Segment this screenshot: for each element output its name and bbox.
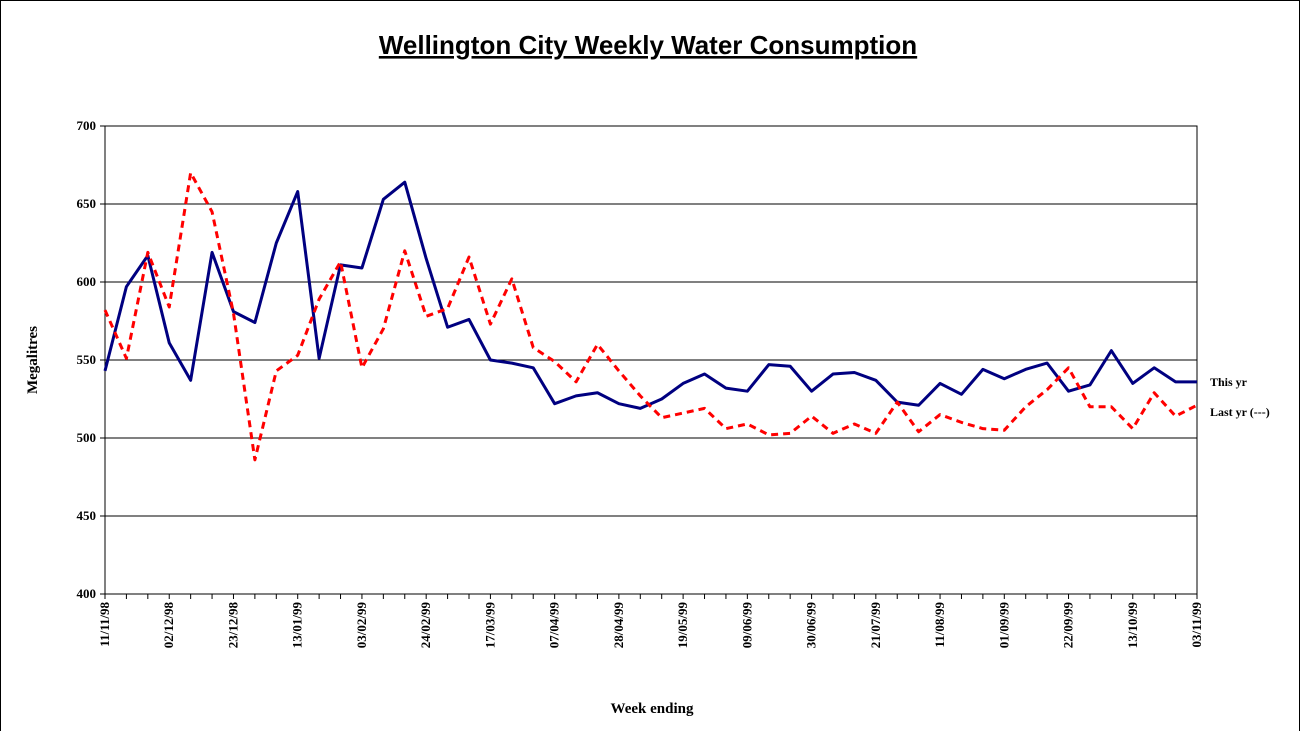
x-tick-label: 24/02/99 bbox=[418, 602, 433, 649]
x-tick-label: 23/12/98 bbox=[225, 602, 240, 649]
x-tick-label: 13/01/99 bbox=[290, 602, 305, 649]
series-line bbox=[103, 171, 1198, 462]
x-axis-label: Week ending bbox=[611, 701, 694, 717]
y-axis-label: Megalitres bbox=[25, 326, 41, 394]
y-tick-label: 600 bbox=[77, 274, 97, 289]
x-tick-label: 22/09/99 bbox=[1061, 602, 1076, 649]
x-tick-label: 30/06/99 bbox=[804, 602, 819, 649]
y-tick-label: 400 bbox=[77, 586, 97, 601]
x-tick-label: 07/04/99 bbox=[547, 602, 562, 649]
y-tick-label: 500 bbox=[77, 430, 97, 445]
x-tick-label: 13/10/99 bbox=[1125, 602, 1140, 649]
x-tick-label: 21/07/99 bbox=[868, 602, 883, 649]
legend-label: This yr bbox=[1210, 375, 1248, 389]
x-tick-label: 28/04/99 bbox=[611, 602, 626, 649]
x-tick-label: 02/12/98 bbox=[161, 602, 176, 649]
x-tick-label: 17/03/99 bbox=[482, 602, 497, 649]
y-tick-label: 700 bbox=[77, 118, 97, 133]
chart-title: Wellington City Weekly Water Consumption bbox=[379, 30, 917, 60]
legend-label: Last yr (---) bbox=[1210, 405, 1270, 419]
x-tick-label: 19/05/99 bbox=[675, 602, 690, 649]
x-tick-label: 03/11/99 bbox=[1189, 602, 1204, 648]
y-tick-label: 450 bbox=[77, 508, 97, 523]
y-tick-label: 550 bbox=[77, 352, 97, 367]
x-tick-label: 01/09/99 bbox=[996, 602, 1011, 649]
x-tick-label: 11/08/99 bbox=[932, 602, 947, 648]
x-tick-label: 03/02/99 bbox=[354, 602, 369, 649]
y-tick-label: 650 bbox=[77, 196, 97, 211]
x-tick-label: 09/06/99 bbox=[739, 602, 754, 649]
series-line bbox=[103, 180, 1197, 410]
x-tick-label: 11/11/98 bbox=[97, 602, 112, 647]
